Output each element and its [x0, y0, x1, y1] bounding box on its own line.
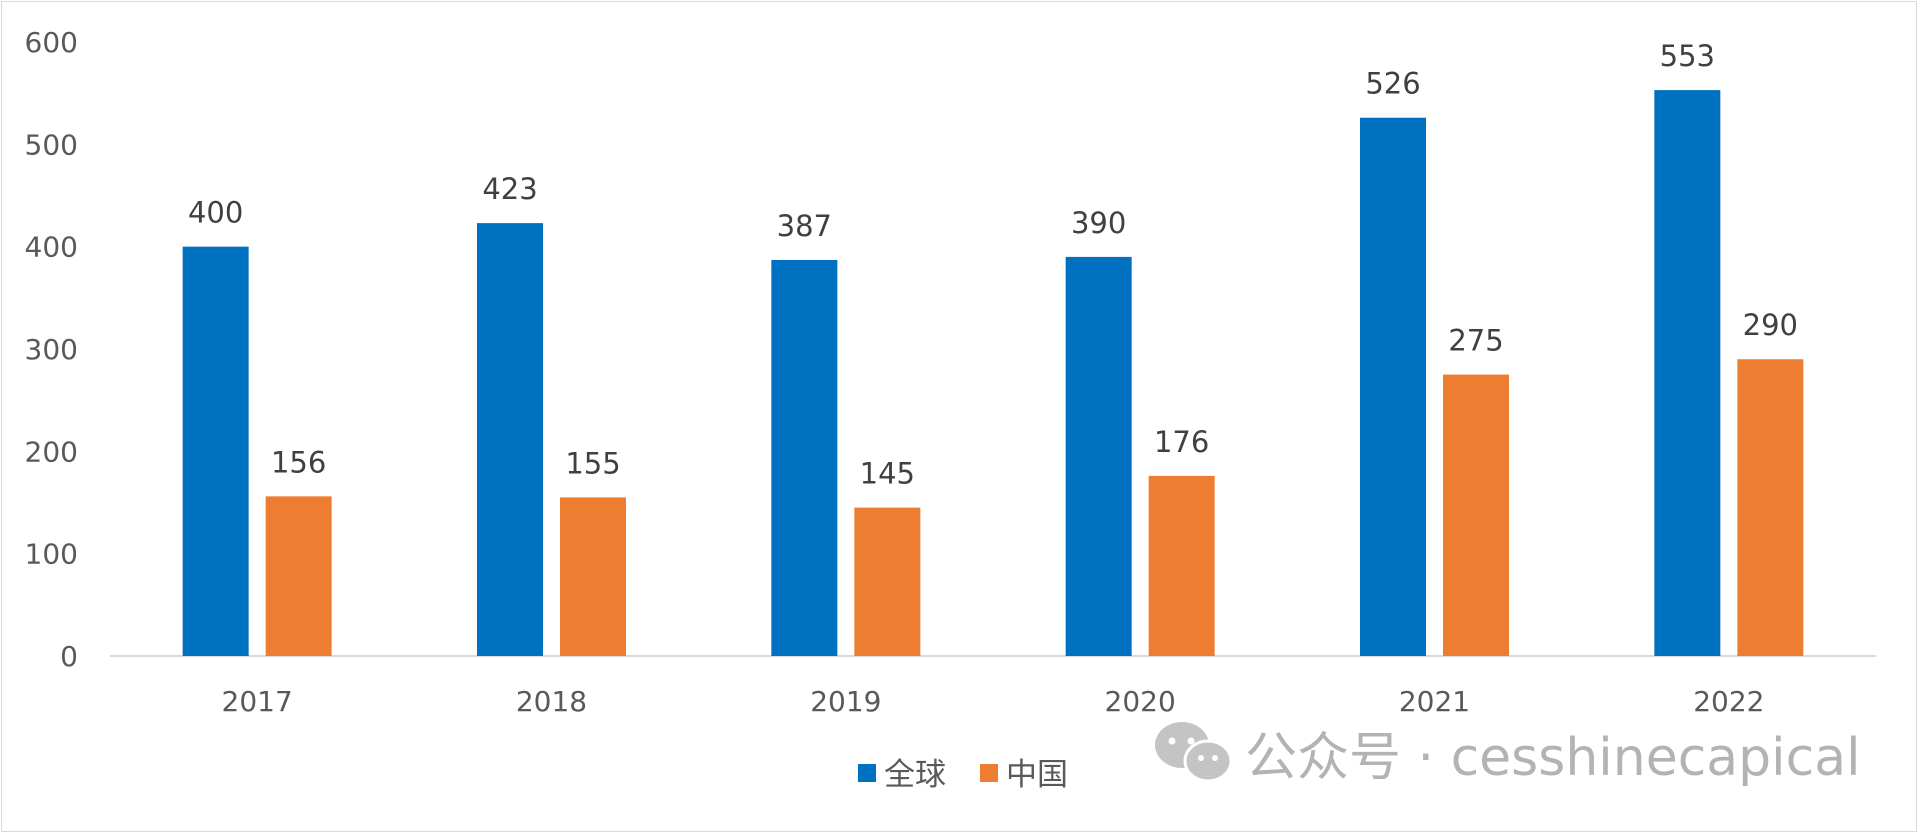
legend-label: 中国: [1006, 757, 1068, 793]
bar-global-2019: [771, 259, 838, 656]
bar-china-2020: [1148, 475, 1215, 656]
bar-china-2017: [265, 496, 332, 656]
legend-label: 全球: [884, 757, 946, 793]
data-label: 275: [1448, 324, 1503, 358]
y-tick-label: 500: [25, 128, 78, 161]
bar-china-2021: [1443, 374, 1509, 656]
x-tick-label: 2019: [810, 685, 881, 718]
y-tick-label: 300: [25, 333, 78, 366]
x-tick-label: 2021: [1399, 685, 1470, 718]
y-axis: 0 100 200 300 400 500 600: [25, 26, 78, 673]
data-label: 526: [1365, 67, 1420, 101]
data-label: 290: [1743, 308, 1798, 342]
data-label: 423: [482, 172, 537, 206]
bar-china-2018: [560, 497, 626, 656]
x-tick-label: 2017: [222, 685, 293, 718]
bar-global-2021: [1360, 117, 1426, 656]
data-label: 145: [860, 457, 915, 491]
bar-global-2020: [1065, 256, 1132, 656]
wechat-icon: [1155, 722, 1233, 783]
y-tick-label: 200: [25, 435, 78, 468]
bars: [182, 90, 1804, 656]
bar-global-2017: [182, 246, 249, 656]
x-tick-label: 2022: [1693, 685, 1764, 718]
data-label: 553: [1660, 39, 1715, 73]
legend-swatch: [980, 764, 998, 782]
data-label: 400: [188, 196, 243, 230]
bar-china-2022: [1737, 359, 1804, 656]
data-label: 387: [777, 209, 832, 243]
data-label: 176: [1154, 425, 1209, 459]
y-tick-label: 400: [25, 231, 78, 264]
watermark-text: 公众号 · cesshinecapical: [1245, 728, 1861, 788]
x-axis: 2017 2018 2019 2020 2021 2022: [222, 685, 1765, 718]
data-labels: 400 156 423 155 387 145 390 176 526 275 553 290: [188, 39, 1798, 491]
x-tick-label: 2020: [1105, 685, 1176, 718]
y-tick-label: 100: [25, 538, 78, 571]
legend-swatch: [858, 764, 876, 782]
data-label: 156: [271, 445, 326, 479]
x-tick-label: 2018: [516, 685, 587, 718]
bar-global-2018: [477, 223, 543, 656]
data-label: 155: [565, 446, 620, 480]
data-label: 390: [1071, 206, 1126, 240]
y-tick-label: 600: [25, 26, 78, 59]
legend: 全球 中国: [858, 757, 1068, 793]
watermark: 公众号 · cesshinecapical: [1155, 722, 1861, 788]
bar-global-2022: [1654, 90, 1721, 656]
bar-china-2019: [854, 507, 921, 656]
y-tick-label: 0: [60, 640, 78, 673]
